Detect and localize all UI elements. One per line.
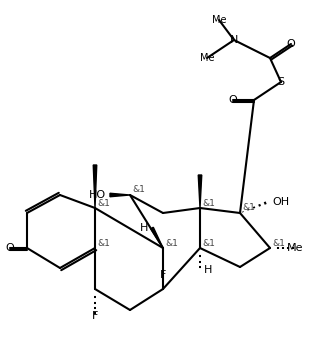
Text: H: H — [140, 223, 148, 233]
Text: &1: &1 — [202, 239, 215, 247]
Text: Me: Me — [287, 243, 303, 253]
Text: S: S — [277, 77, 285, 87]
Polygon shape — [151, 227, 163, 248]
Text: O: O — [287, 39, 296, 49]
Text: Me: Me — [200, 53, 214, 63]
Text: F: F — [92, 311, 98, 321]
Text: &1: &1 — [202, 199, 215, 207]
Text: O: O — [229, 95, 237, 105]
Text: O: O — [6, 243, 14, 253]
Text: &1: &1 — [97, 239, 110, 247]
Text: &1: &1 — [242, 203, 255, 213]
Text: F: F — [160, 270, 166, 280]
Text: N: N — [230, 35, 238, 45]
Text: Me: Me — [212, 15, 226, 25]
Polygon shape — [93, 165, 97, 208]
Polygon shape — [198, 175, 202, 208]
Text: &1: &1 — [132, 186, 145, 195]
Text: HO: HO — [89, 190, 106, 200]
Text: H: H — [204, 265, 212, 275]
Text: OH: OH — [272, 197, 289, 207]
Text: &1: &1 — [165, 239, 178, 247]
Polygon shape — [110, 193, 130, 197]
Text: &1: &1 — [97, 199, 110, 207]
Text: &1: &1 — [272, 239, 285, 247]
